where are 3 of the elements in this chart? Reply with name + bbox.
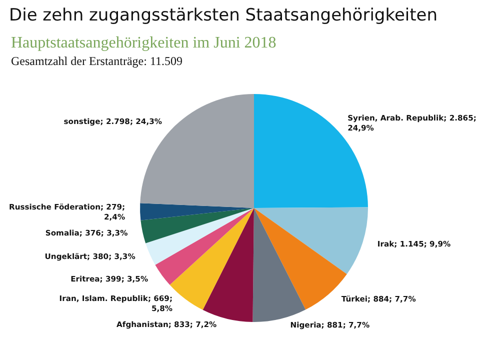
- text: Gesamtzahl der Erstanträge: 11.509: [11, 54, 182, 68]
- chart-title: Die zehn zugangsstärksten Staatsangehörigkeiten: [9, 6, 438, 26]
- chart-subtitle: Hauptstaatsangehörigkeiten im Juni 2018: [11, 34, 276, 52]
